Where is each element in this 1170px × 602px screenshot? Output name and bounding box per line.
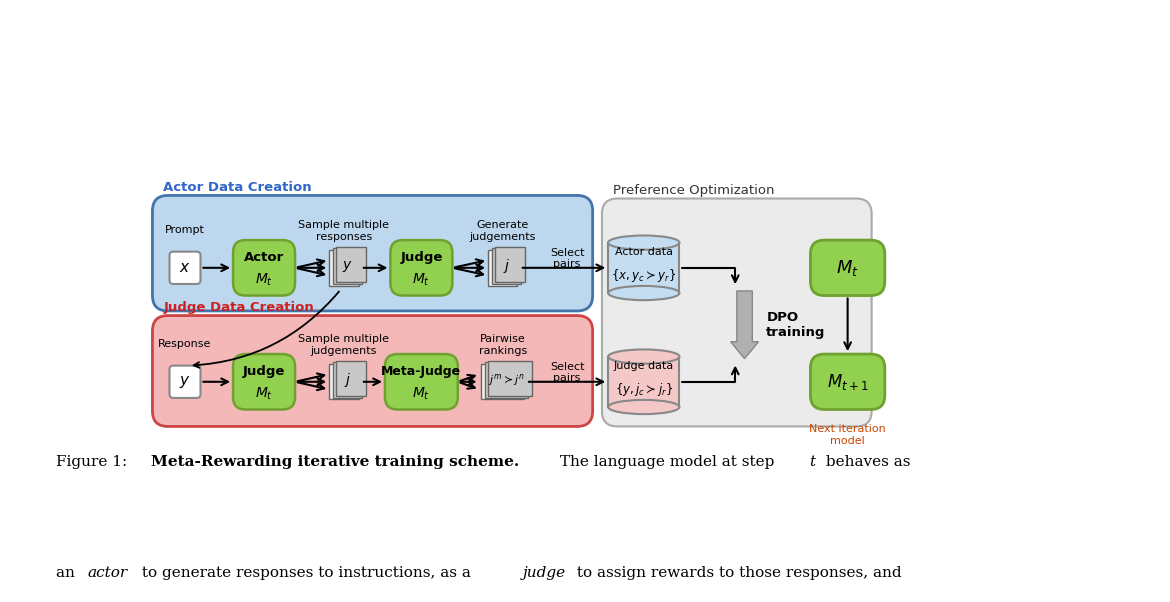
Text: Prompt: Prompt [165, 226, 205, 235]
Text: Select
pairs: Select pairs [550, 248, 584, 269]
Text: Judge: Judge [243, 365, 285, 378]
FancyBboxPatch shape [170, 365, 200, 398]
FancyBboxPatch shape [391, 240, 453, 296]
FancyBboxPatch shape [332, 362, 363, 398]
Ellipse shape [608, 349, 680, 364]
Text: Judge data: Judge data [614, 361, 674, 371]
Text: to generate responses to instructions, as a: to generate responses to instructions, a… [137, 566, 476, 580]
Text: Meta-Judge: Meta-Judge [381, 365, 461, 378]
Ellipse shape [608, 235, 680, 250]
Text: Select
pairs: Select pairs [550, 362, 584, 383]
Text: $M_t$: $M_t$ [412, 385, 431, 402]
Text: $y$: $y$ [179, 374, 191, 389]
FancyBboxPatch shape [491, 249, 521, 284]
Text: DPO
training: DPO training [766, 311, 826, 339]
Text: Actor data: Actor data [614, 247, 673, 258]
FancyBboxPatch shape [170, 252, 200, 284]
FancyBboxPatch shape [811, 240, 885, 296]
Bar [608, 356, 680, 407]
Text: judge: judge [523, 566, 566, 580]
FancyBboxPatch shape [488, 361, 531, 396]
Text: an: an [56, 566, 80, 580]
Bar [608, 243, 680, 293]
Ellipse shape [608, 400, 680, 414]
FancyBboxPatch shape [601, 199, 872, 426]
Text: $x$: $x$ [179, 260, 191, 275]
Text: Sample multiple
judgements: Sample multiple judgements [298, 334, 390, 356]
Text: Sample multiple
responses: Sample multiple responses [298, 220, 390, 241]
Text: Preference Optimization: Preference Optimization [613, 184, 775, 197]
FancyBboxPatch shape [233, 354, 295, 409]
FancyBboxPatch shape [152, 196, 593, 311]
Text: Generate
judgements: Generate judgements [469, 220, 536, 241]
Text: Pairwise
rankings: Pairwise rankings [479, 334, 526, 356]
FancyBboxPatch shape [481, 364, 524, 400]
Text: Meta-Rewarding iterative training scheme.: Meta-Rewarding iterative training scheme… [151, 455, 519, 468]
Ellipse shape [608, 286, 680, 300]
Text: $\{y, j_c \succ j_r\}$: $\{y, j_c \succ j_r\}$ [614, 381, 673, 398]
Text: $M_t$: $M_t$ [255, 385, 273, 402]
Text: t: t [810, 455, 815, 468]
FancyBboxPatch shape [233, 240, 295, 296]
Text: actor: actor [88, 566, 128, 580]
Text: behaves as: behaves as [821, 455, 910, 468]
FancyBboxPatch shape [336, 361, 366, 396]
Text: $M_t$: $M_t$ [837, 258, 859, 278]
Text: Judge Data Creation: Judge Data Creation [164, 301, 314, 314]
Text: $M_t$: $M_t$ [255, 271, 273, 288]
Text: Actor Data Creation: Actor Data Creation [164, 181, 312, 194]
FancyBboxPatch shape [152, 315, 593, 426]
FancyBboxPatch shape [495, 247, 524, 282]
Text: $j$: $j$ [503, 257, 510, 275]
Text: $j$: $j$ [344, 371, 351, 389]
Text: Next iteration
model: Next iteration model [810, 424, 886, 445]
FancyBboxPatch shape [336, 247, 366, 282]
Text: Figure 1:: Figure 1: [56, 455, 128, 468]
FancyBboxPatch shape [332, 249, 363, 284]
FancyBboxPatch shape [329, 364, 358, 400]
Text: The language model at step: The language model at step [555, 455, 779, 468]
FancyBboxPatch shape [329, 250, 358, 285]
FancyBboxPatch shape [811, 354, 885, 409]
Text: Response: Response [158, 340, 212, 349]
Text: Actor: Actor [243, 251, 284, 264]
Text: $j^m \succ j^n$: $j^m \succ j^n$ [488, 372, 525, 388]
Text: Judge: Judge [400, 251, 442, 264]
FancyBboxPatch shape [484, 362, 528, 398]
Text: $\{x, y_c \succ y_r\}$: $\{x, y_c \succ y_r\}$ [611, 267, 676, 284]
Text: $M_t$: $M_t$ [412, 271, 431, 288]
Text: $y$: $y$ [343, 259, 353, 274]
Text: $M_{t+1}$: $M_{t+1}$ [827, 372, 868, 392]
Text: to assign rewards to those responses, and: to assign rewards to those responses, an… [572, 566, 902, 580]
FancyBboxPatch shape [488, 250, 517, 285]
FancyBboxPatch shape [385, 354, 457, 409]
FancyArrow shape [730, 291, 758, 359]
